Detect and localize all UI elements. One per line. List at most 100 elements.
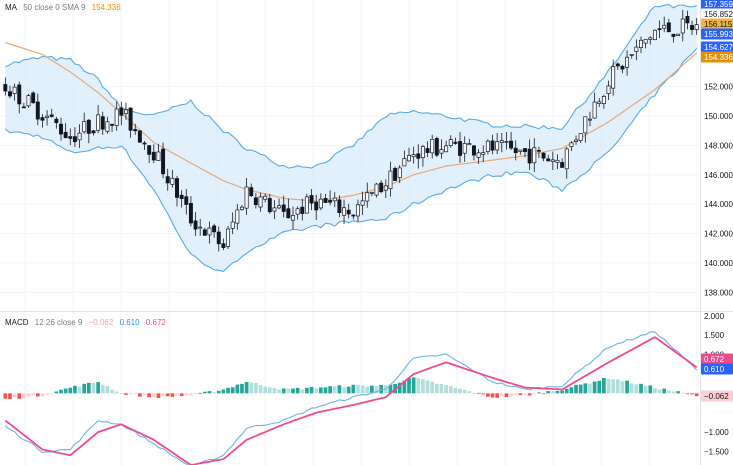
macd-hist-bar [119,392,124,394]
candle [652,29,657,41]
candle [212,223,217,238]
candle [592,92,597,119]
candle [523,148,527,158]
candle [198,218,203,236]
candle-body [156,151,161,161]
candle-body [634,46,639,53]
candle-body [587,118,592,121]
candle [383,179,388,198]
candle [188,196,193,227]
macd-hist-bar [175,393,179,396]
macd-value-label-text: 0.672 [704,355,725,364]
macd-hist-bar [272,388,277,394]
macd-hist-bar [602,377,606,394]
candle [513,140,518,161]
candle-body [291,215,295,221]
macd-hist-bar [286,388,291,394]
candle-body [407,155,411,162]
macd-hist-bar [374,385,379,394]
macd-hist-bar [629,383,634,394]
candle [72,127,77,147]
macd-legend: MACD 12 26 close 9 −0.062 0.610 0.672 [5,318,170,327]
candle-body [564,148,569,170]
macd-hist-bar [453,387,458,394]
macd-hist-bar [300,389,305,394]
candle-body [212,225,217,233]
macd-hist-bar [138,393,142,397]
macd-hist-bar [22,393,26,399]
macd-hist-bar [439,384,444,394]
macd-hist-bar [291,388,295,394]
macd-hist-bar [332,386,337,394]
candle [100,111,105,135]
price-value-label-bg [701,41,733,53]
macd-hist-bar [490,393,495,398]
candle [332,192,337,208]
macd-hist-bar [690,393,694,395]
macd-value-label-bg [701,390,733,402]
candle [216,226,221,252]
candle-body [541,152,546,159]
macd-hist-bar [611,379,616,394]
macd-hist-bar [277,389,281,394]
candle [351,214,356,220]
macd-hist-bar [346,386,351,394]
candle-body [402,158,407,167]
candle [587,111,592,127]
candle [685,10,690,30]
candle [360,191,365,215]
macd-hist-bar [615,379,620,394]
macd-hist-bar [59,389,63,394]
macd-axis-tick: −1.000 [704,428,729,437]
macd-hist-bar [73,385,77,394]
candle [253,192,258,209]
candle [536,146,541,158]
candle [606,80,611,101]
candle [59,117,63,141]
candle-body [202,229,207,236]
price-axis-tick: 150.000 [704,112,733,121]
candle [694,18,699,35]
candle [123,102,128,120]
candle [21,102,26,109]
price-axis-tick: 152.000 [704,83,733,92]
candle-body [26,95,31,107]
macd-hist-bar [509,393,513,397]
candle-body [63,131,68,139]
candle-body [337,199,342,213]
macd-hist-bar [17,393,22,399]
macd-hist-bar [467,391,472,394]
candle [402,150,407,167]
candle [416,144,421,169]
macd-hist-bar [648,385,653,394]
candle-body [481,152,486,155]
candle [690,20,695,36]
candle-body [253,197,258,206]
candle-body [277,205,282,209]
candle-body [267,198,272,213]
macd-hist-bar [212,392,216,394]
macd-hist-bar [402,380,407,394]
candle [128,107,133,138]
macd-hist-bar [671,391,676,394]
candle-body [82,121,87,133]
candle [546,154,551,162]
macd-hist-bar [249,382,254,394]
candle-body [360,200,365,206]
candle-body [188,203,193,224]
macd-hist-bar [560,390,564,394]
candle-body [569,142,574,148]
macd-hist-bar [100,384,105,394]
macd-hist-bar [592,381,597,394]
candle [481,145,486,163]
macd-hist-bar [620,381,625,394]
macd-hist-bar [110,389,114,394]
candle [379,180,384,194]
candle [365,182,370,208]
candle-body [657,28,662,31]
candle [49,108,54,118]
candle-body [453,141,458,144]
candle [439,139,444,159]
candle-body [662,24,667,29]
